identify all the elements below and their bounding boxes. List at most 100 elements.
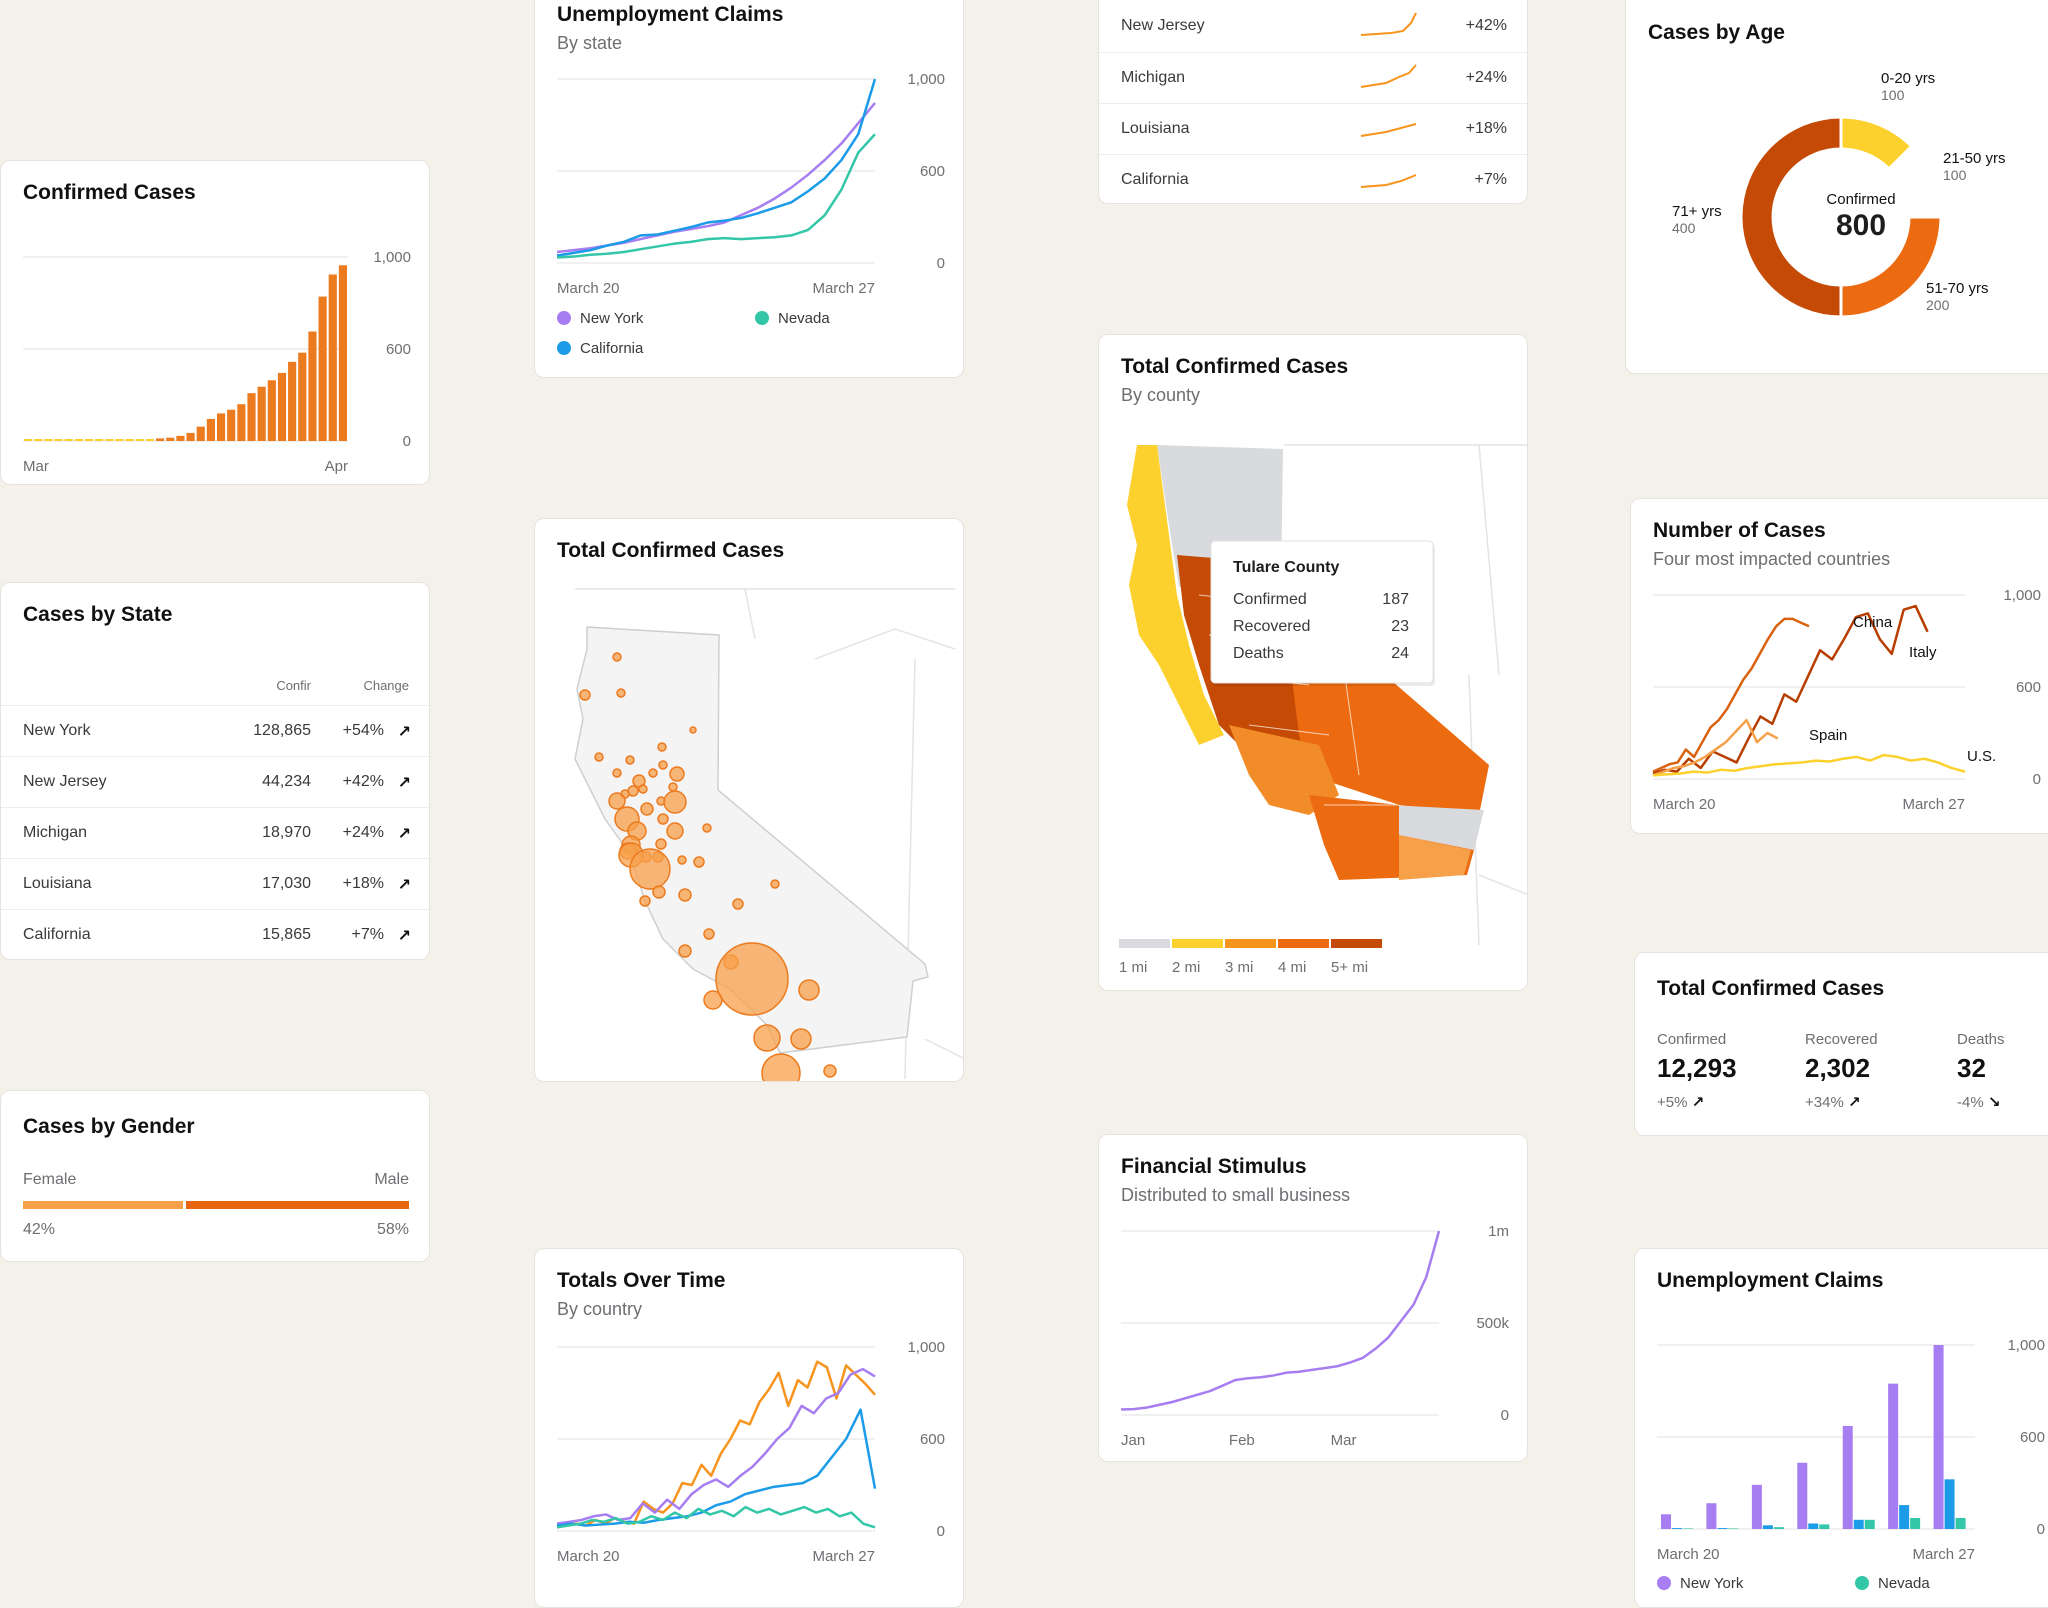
card-title: Total Confirmed Cases xyxy=(1121,355,1349,378)
list-item[interactable]: California +7% xyxy=(1099,154,1527,203)
sparkline xyxy=(1360,174,1417,188)
state-name: New Jersey xyxy=(1121,17,1205,34)
table-row[interactable]: New York 128,865 +54% ↗ xyxy=(1,705,429,757)
case-bubble xyxy=(658,760,668,770)
age-range: 51-70 yrs xyxy=(1926,280,1989,297)
tooltip-label: Confirmed xyxy=(1233,591,1307,608)
legend-swatch xyxy=(1278,939,1329,948)
county-yellow-coast xyxy=(1127,445,1224,745)
bar xyxy=(308,331,317,441)
bar xyxy=(105,439,114,441)
y-tick-label: 0 xyxy=(2037,1521,2045,1538)
case-bubble xyxy=(715,942,789,1016)
table-row[interactable]: Michigan 18,970 +24% ↗ xyxy=(1,807,429,859)
case-bubble xyxy=(655,838,667,850)
y-tick-label: 0 xyxy=(403,433,411,450)
bar xyxy=(44,439,53,441)
tooltip-box xyxy=(1210,540,1434,684)
x-tick-label: March 20 xyxy=(557,1548,620,1565)
legend-dot xyxy=(1855,1576,1869,1590)
bar xyxy=(277,372,287,441)
confirmed-count: 44,234 xyxy=(262,773,311,790)
case-bubble xyxy=(638,784,648,794)
series-line-teal xyxy=(556,1505,876,1529)
axes: 0 600 1,000 March 20 March 27 xyxy=(557,71,945,297)
tooltip-label: Deaths xyxy=(1233,645,1284,662)
table-row[interactable]: Louisiana 17,030 +18% ↗ xyxy=(1,858,429,910)
legend-nevada: Nevada xyxy=(1855,1575,1930,1592)
case-bubble xyxy=(770,879,780,889)
list-item[interactable]: New Jersey +42% xyxy=(1099,1,1527,52)
case-bubble xyxy=(732,898,744,910)
y-tick-label: 1,000 xyxy=(2007,1337,2045,1354)
x-tick-label: March 20 xyxy=(1653,796,1716,813)
case-bubble xyxy=(689,726,697,734)
case-bubble xyxy=(612,652,622,662)
state-name: New York xyxy=(23,722,91,739)
california-county-map xyxy=(1119,444,1527,948)
series-label-spain: Spain xyxy=(1809,727,1847,744)
y-tick-label: 1,000 xyxy=(2003,587,2041,604)
case-bubble xyxy=(753,1024,781,1052)
stat-label: Confirmed xyxy=(1657,1031,1727,1048)
bar xyxy=(298,352,307,441)
bar xyxy=(1717,1528,1728,1529)
totals-over-time-line-chart: 0 600 1,000 March 20 March 27 xyxy=(556,1339,945,1565)
stat-change: +34% ↗ xyxy=(1805,1093,1861,1111)
legend-swatch xyxy=(1119,939,1170,948)
card-subtitle: Four most impacted countries xyxy=(1653,549,1891,569)
bar xyxy=(1808,1523,1819,1529)
stat-change: -4% ↘ xyxy=(1957,1093,2000,1111)
countries-line-chart: 0 600 1,000 March 20 March 27 China Italy Spain… xyxy=(1652,587,2041,813)
legend-label: California xyxy=(580,340,644,357)
bar xyxy=(176,435,185,441)
legend-label: Nevada xyxy=(1878,1575,1930,1592)
card-subtitle: By county xyxy=(1121,385,1201,405)
donut-slice xyxy=(1739,115,1843,319)
stat-value: 12,293 xyxy=(1657,1053,1737,1083)
x-tick-label: Jan xyxy=(1121,1432,1145,1449)
list-item[interactable]: Michigan +24% xyxy=(1099,52,1527,104)
sparkline xyxy=(1360,64,1417,88)
legend-label: New York xyxy=(580,310,644,327)
card-cases-by-state: Cases by State Confir Change New York 128… xyxy=(0,582,430,960)
bar xyxy=(54,439,63,441)
header-confirmed: Confir xyxy=(276,678,311,693)
card-title: Cases by Age xyxy=(1648,21,1785,44)
legend-label: 5+ mi xyxy=(1331,959,1369,976)
legend-nevada: Nevada xyxy=(755,310,830,327)
bar xyxy=(206,418,215,441)
bar xyxy=(24,439,33,441)
stat-label: Recovered xyxy=(1805,1031,1878,1048)
table-row[interactable]: California 15,865 +7% ↗ xyxy=(1,909,429,959)
case-bubble xyxy=(663,790,687,814)
series-line-china xyxy=(1652,617,1810,773)
table-row[interactable]: New Jersey 44,234 +42% ↗ xyxy=(1,756,429,808)
bar xyxy=(288,361,297,441)
y-tick-label: 0 xyxy=(937,255,945,272)
arrow-up-right-icon: ↗ xyxy=(1843,1094,1861,1111)
age-range: 21-50 yrs xyxy=(1943,150,2006,167)
bar xyxy=(1842,1425,1853,1529)
arrow-up-right-icon: ↗ xyxy=(1687,1094,1705,1111)
bar xyxy=(1661,1514,1671,1529)
change-value: +24% xyxy=(342,824,384,841)
card-unemployment-claims-lines: Unemployment Claims By state 0 600 1,000 Ma… xyxy=(534,0,964,378)
x-tick-label: March 20 xyxy=(557,280,620,297)
card-cases-by-age: Cases by Age Confirmed 800 0-20 yrs 100 21… xyxy=(1625,0,2048,374)
legend-new-york: New York xyxy=(557,310,643,327)
bar xyxy=(74,439,83,441)
map-background-borders xyxy=(575,588,963,1080)
bar xyxy=(145,438,155,441)
list-item[interactable]: Louisiana +18% xyxy=(1099,103,1527,155)
case-bubble xyxy=(702,823,712,833)
bar xyxy=(237,404,246,441)
california-outline xyxy=(574,626,929,1054)
gender-value-male: 58% xyxy=(376,1221,409,1238)
change-value: +7% xyxy=(1474,171,1507,188)
bar xyxy=(125,439,134,441)
age-range: 0-20 yrs xyxy=(1881,70,1936,87)
card-unemployment-claims-bars: Unemployment Claims 0 600 1,000 March 20 Mar… xyxy=(1634,1248,2048,1608)
card-title: Cases by State xyxy=(23,603,173,626)
case-bubble xyxy=(579,689,591,701)
